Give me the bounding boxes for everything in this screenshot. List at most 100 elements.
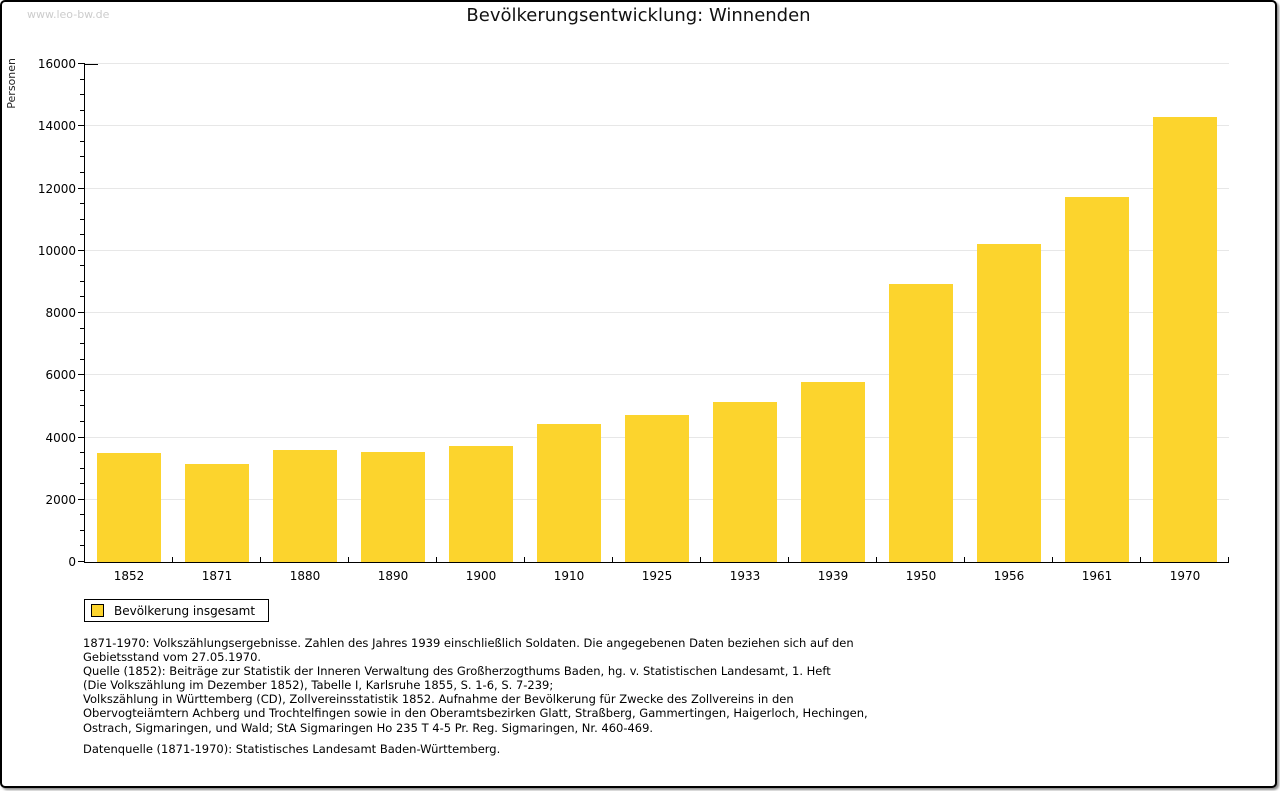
x-boundary-tick (260, 557, 261, 562)
bar (977, 243, 1041, 562)
gridline (85, 187, 1229, 189)
bar (713, 401, 777, 562)
x-tick-label: 1925 (641, 569, 673, 583)
legend: Bevölkerung insgesamt (84, 599, 270, 622)
bar (1065, 196, 1129, 562)
x-boundary-tick (172, 557, 173, 562)
x-boundary-tick (700, 557, 701, 562)
y-minor-tick (80, 218, 85, 220)
chart-title: Bevölkerungsentwicklung: Winnenden (466, 5, 811, 26)
y-minor-tick (80, 420, 85, 422)
y-major-tick (78, 125, 85, 127)
bar (185, 463, 249, 562)
datasource-note: Datenquelle (1871-1970): Statistisches L… (83, 742, 501, 756)
bar-cell: 1939 (789, 64, 877, 583)
bar (889, 283, 953, 562)
x-boundary-tick (524, 557, 525, 562)
y-major-tick (78, 187, 85, 189)
footnote-line: Ostrach, Sigmaringen, und Wald; StA Sigm… (83, 720, 654, 735)
x-boundary-tick (436, 557, 437, 562)
bar-cell: 1950 (877, 64, 965, 583)
x-boundary-tick (964, 557, 965, 562)
x-boundary-tick (1140, 557, 1141, 562)
footnotes: 1871-1970: Volkszählungsergebnisse. Zahl… (83, 636, 868, 735)
gridline (85, 312, 1229, 313)
x-boundary-tick (348, 557, 349, 562)
y-minor-tick (80, 78, 85, 80)
bar (801, 381, 865, 562)
footnote-line: (Die Volkszählung im Dezember 1852), Tab… (83, 678, 554, 693)
y-tick-label: 2000 (45, 492, 76, 507)
y-minor-tick (80, 203, 85, 205)
footnote-line: Quelle (1852): Beiträge zur Statistik de… (83, 664, 831, 679)
y-minor-tick (80, 529, 85, 531)
y-minor-tick (80, 94, 85, 96)
bar-cell: 1956 (965, 64, 1053, 583)
y-axis-top-cap (85, 64, 98, 65)
bar-cell: 1871 (173, 64, 261, 583)
y-minor-tick (80, 405, 85, 407)
x-tick-label: 1970 (1169, 569, 1201, 583)
bar (361, 451, 425, 562)
bar-cell: 1970 (1141, 64, 1229, 583)
legend-swatch (91, 604, 104, 617)
bar-cell: 1900 (437, 64, 525, 583)
y-minor-tick (80, 296, 85, 298)
y-tick-label: 6000 (45, 368, 76, 383)
x-boundary-tick (1228, 557, 1229, 562)
y-minor-tick (80, 514, 85, 516)
y-major-tick (78, 63, 85, 64)
x-tick-label: 1890 (377, 569, 409, 583)
bar-cell: 1880 (261, 64, 349, 583)
y-minor-tick (80, 280, 85, 282)
gridline (85, 63, 1229, 64)
y-tick-label: 16000 (37, 57, 76, 71)
plot-area: 0 2000 4000 6000 8000 10000 12000 14000 16000 18… (38, 57, 1229, 583)
y-minor-tick (80, 171, 85, 173)
y-minor-tick (80, 343, 85, 345)
x-tick-label: 1933 (729, 569, 761, 583)
bar (1153, 116, 1217, 562)
x-tick-label: 1939 (817, 569, 849, 583)
y-tick-label: 10000 (37, 243, 76, 258)
footnote-line: Obervogteiämtern Achberg und Trochtelfin… (83, 706, 868, 721)
x-tick-label: 1961 (1081, 569, 1113, 583)
x-boundary-tick (876, 557, 877, 562)
x-boundary-tick (612, 557, 613, 562)
y-minor-tick (80, 545, 85, 547)
x-tick-label: 1852 (113, 569, 145, 583)
y-minor-tick (80, 265, 85, 267)
y-major-tick (78, 374, 85, 376)
y-minor-tick (80, 467, 85, 469)
bar (537, 424, 601, 562)
bar-cell: 1961 (1053, 64, 1141, 583)
x-tick-label: 1880 (289, 569, 321, 583)
y-tick-label: 8000 (45, 306, 76, 320)
y-major-tick (78, 498, 85, 500)
y-axis-label: Personen (5, 58, 18, 109)
y-minor-tick (80, 358, 85, 360)
bar-cell: 1925 (613, 64, 701, 583)
y-major-tick (78, 249, 85, 251)
y-tick-label: 12000 (37, 181, 76, 196)
y-major-tick (78, 561, 85, 562)
y-minor-tick (80, 109, 85, 111)
y-major-tick (78, 312, 85, 313)
bar (449, 445, 513, 562)
bar-cell: 1852 (85, 64, 173, 583)
x-boundary-tick (1052, 557, 1053, 562)
gridline (85, 249, 1229, 251)
x-tick-label: 1910 (553, 569, 585, 583)
y-minor-tick (80, 156, 85, 158)
y-tick-label: 4000 (45, 430, 76, 445)
y-tick-label: 0 (68, 555, 76, 569)
gridline (85, 374, 1229, 376)
y-tick-label: 14000 (37, 119, 76, 134)
legend-label: Bevölkerung insgesamt (114, 603, 256, 618)
x-tick-label: 1950 (905, 569, 937, 583)
x-tick-label: 1900 (465, 569, 497, 583)
bar-cell: 1910 (525, 64, 613, 583)
bar-cell: 1890 (349, 64, 437, 583)
y-minor-tick (80, 140, 85, 142)
